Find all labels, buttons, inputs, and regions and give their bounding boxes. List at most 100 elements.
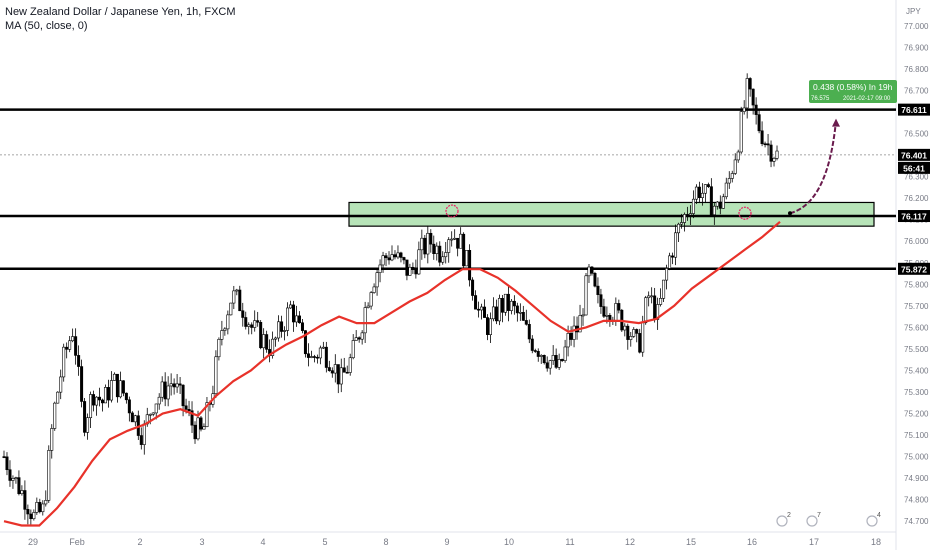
candle-body bbox=[506, 293, 510, 311]
candle-body bbox=[444, 252, 448, 258]
y-tick-label: 76.500 bbox=[904, 130, 929, 139]
candle-body bbox=[345, 371, 349, 374]
candle-body bbox=[402, 257, 406, 261]
y-tick-label: 75.800 bbox=[904, 280, 929, 289]
candle-body bbox=[763, 143, 767, 146]
candle-body bbox=[68, 340, 72, 350]
candle-body bbox=[706, 184, 710, 187]
candle-body bbox=[387, 257, 391, 261]
candle-body bbox=[677, 223, 681, 234]
candle-body bbox=[733, 159, 737, 174]
alert-icon[interactable] bbox=[776, 515, 788, 527]
x-tick-label: 2 bbox=[137, 537, 142, 547]
candle-body bbox=[41, 503, 45, 513]
candle-body bbox=[121, 380, 125, 394]
candle-body bbox=[292, 304, 296, 323]
candle-body bbox=[605, 315, 609, 317]
candle-body bbox=[432, 243, 436, 255]
candle-body bbox=[130, 412, 134, 423]
candle-body bbox=[682, 214, 686, 223]
candle-body bbox=[232, 290, 236, 304]
candle-body bbox=[294, 315, 298, 323]
countdown-text: 56:41 bbox=[903, 163, 925, 173]
y-tick-label: 75.100 bbox=[904, 431, 929, 440]
candle-body bbox=[730, 173, 734, 179]
candle-body bbox=[8, 469, 12, 481]
candle-body bbox=[662, 279, 666, 299]
candle-body bbox=[414, 267, 418, 275]
y-tick-label: 74.900 bbox=[904, 474, 929, 483]
projection-label-price: 76.575 bbox=[811, 96, 830, 102]
x-tick-label: 12 bbox=[625, 537, 635, 547]
candle-body bbox=[742, 107, 746, 112]
candle-body bbox=[584, 275, 588, 316]
candle-body bbox=[247, 324, 251, 327]
price-axis-badge-text: 76.611 bbox=[901, 105, 927, 115]
candle-body bbox=[727, 178, 731, 184]
candle-body bbox=[89, 394, 93, 418]
price-axis-badge bbox=[898, 262, 930, 275]
candle-body bbox=[593, 273, 597, 287]
candle-body bbox=[456, 237, 460, 249]
x-tick-label: 16 bbox=[747, 537, 757, 547]
candle-body bbox=[109, 380, 113, 401]
candle-body bbox=[381, 255, 385, 266]
candle-body bbox=[775, 150, 779, 159]
candle-body bbox=[745, 78, 749, 109]
candle-body bbox=[426, 232, 430, 255]
y-tick-label: 76.900 bbox=[904, 43, 929, 52]
candle-body bbox=[14, 477, 18, 479]
candle-body bbox=[757, 114, 761, 132]
candle-body bbox=[306, 353, 310, 358]
candle-body bbox=[724, 182, 728, 198]
dividend-icon[interactable] bbox=[806, 515, 818, 527]
candle-body bbox=[92, 394, 96, 406]
x-tick-label: 15 bbox=[686, 537, 696, 547]
candle-body bbox=[86, 417, 90, 433]
candle-body bbox=[551, 355, 555, 361]
earnings-icon[interactable] bbox=[866, 515, 878, 527]
candle-body bbox=[348, 357, 352, 373]
candle-body bbox=[653, 295, 657, 320]
candle-body bbox=[599, 294, 603, 307]
candle-body bbox=[491, 306, 495, 320]
y-tick-label: 77.000 bbox=[904, 22, 929, 31]
candle-body bbox=[274, 337, 278, 340]
x-tick-label: 3 bbox=[199, 537, 204, 547]
candle-body bbox=[587, 266, 591, 277]
candle-body bbox=[277, 321, 281, 339]
candle-body bbox=[608, 315, 612, 321]
candle-body bbox=[503, 293, 507, 313]
candle-body bbox=[378, 264, 382, 273]
candle-body bbox=[253, 320, 257, 328]
candle-body bbox=[175, 383, 179, 388]
candle-body bbox=[557, 359, 561, 368]
candle-body bbox=[629, 336, 633, 340]
candle-body bbox=[339, 367, 343, 385]
candle-body bbox=[163, 381, 167, 400]
candle-body bbox=[632, 329, 636, 337]
candle-body bbox=[453, 237, 457, 240]
y-tick-label: 75.200 bbox=[904, 410, 929, 419]
projection-label-date: 2021-02-17 09:00 bbox=[843, 96, 891, 102]
ma-indicator-label[interactable]: MA (50, close, 0) bbox=[5, 20, 88, 32]
candle-body bbox=[327, 367, 331, 371]
candle-body bbox=[509, 300, 513, 311]
candle-body bbox=[148, 413, 152, 416]
candle-body bbox=[471, 279, 475, 296]
candle-body bbox=[375, 272, 379, 288]
candle-body bbox=[718, 201, 722, 209]
candle-body bbox=[124, 392, 128, 401]
candle-body bbox=[202, 426, 206, 430]
candle-body bbox=[318, 347, 322, 359]
x-tick-label: 5 bbox=[322, 537, 327, 547]
candle-body bbox=[527, 324, 531, 340]
candle-body bbox=[641, 322, 645, 353]
symbol-title[interactable]: New Zealand Dollar / Japanese Yen, 1h, F… bbox=[5, 6, 236, 18]
candle-body bbox=[303, 330, 307, 355]
candle-body bbox=[650, 295, 654, 298]
candle-body bbox=[465, 249, 469, 267]
candle-body bbox=[754, 104, 758, 115]
candle-body bbox=[468, 249, 472, 281]
